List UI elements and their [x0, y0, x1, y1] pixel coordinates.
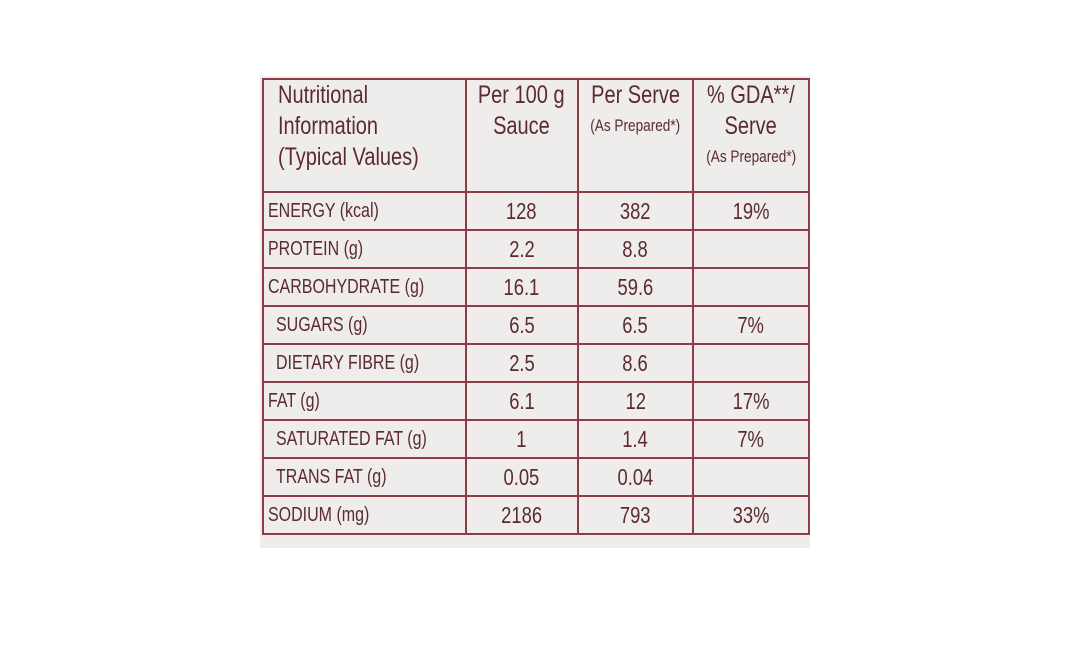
- label-background: Nutritional Information (Typical Values) Pe…: [260, 76, 810, 548]
- value: 2.5: [508, 349, 535, 376]
- value: 1: [516, 425, 527, 452]
- value: 128: [506, 197, 537, 224]
- value: 16.1: [503, 273, 540, 300]
- header-text: Sauce: [493, 112, 551, 140]
- value: 6.5: [622, 311, 649, 338]
- value: 19%: [732, 197, 770, 224]
- header-text: Per 100 g: [478, 81, 566, 109]
- table-row: DIETARY FIBRE (g) 2.5 8.6: [262, 343, 810, 383]
- nutrient-label: SODIUM (mg): [268, 503, 370, 526]
- header-text: (As Prepared*): [590, 116, 681, 135]
- table-cell: 8.8: [576, 229, 695, 269]
- value: 2186: [501, 501, 543, 528]
- table-row: SATURATED FAT (g) 1 1.4 7%: [262, 419, 810, 459]
- value: 6.5: [508, 311, 535, 338]
- table-cell: SATURATED FAT (g): [262, 419, 467, 459]
- value: 8.6: [622, 349, 649, 376]
- table-cell: SUGARS (g): [262, 305, 467, 345]
- value: 382: [620, 197, 651, 224]
- header-text: Per Serve: [590, 81, 680, 109]
- header-text: Information: [278, 112, 379, 140]
- table-cell: 7%: [692, 305, 810, 345]
- value: 17%: [732, 387, 770, 414]
- value: 7%: [737, 425, 765, 452]
- header-cell: Nutritional Information (Typical Values): [262, 78, 467, 193]
- table-cell: 19%: [692, 191, 810, 231]
- value: 6.1: [508, 387, 535, 414]
- table-cell: 128: [464, 191, 579, 231]
- table-cell: 0.04: [576, 457, 695, 497]
- header-cell: % GDA**/ Serve (As Prepared*): [692, 78, 810, 193]
- table-cell: 1: [464, 419, 579, 459]
- table-cell: SODIUM (mg): [262, 495, 467, 535]
- table-cell: 6.1: [464, 381, 579, 421]
- value: 0.04: [617, 463, 654, 490]
- table-cell: [692, 343, 810, 383]
- table-row: SUGARS (g) 6.5 6.5 7%: [262, 305, 810, 345]
- table-cell: 2186: [464, 495, 579, 535]
- value: 7%: [737, 311, 765, 338]
- table-cell: [692, 457, 810, 497]
- table-cell: 12: [576, 381, 695, 421]
- value: 1.4: [622, 425, 649, 452]
- nutrient-label: CARBOHYDRATE (g): [268, 275, 425, 298]
- table-cell: DIETARY FIBRE (g): [262, 343, 467, 383]
- value: 2.2: [508, 235, 535, 262]
- header-text: % GDA**/: [707, 81, 795, 109]
- table-row: CARBOHYDRATE (g) 16.1 59.6: [262, 267, 810, 307]
- table-cell: 16.1: [464, 267, 579, 307]
- table-cell: 33%: [692, 495, 810, 535]
- value: 33%: [732, 501, 770, 528]
- value: 0.05: [503, 463, 540, 490]
- nutrient-label: PROTEIN (g): [268, 237, 364, 260]
- table-cell: PROTEIN (g): [262, 229, 467, 269]
- header-cell: Per Serve (As Prepared*): [576, 78, 695, 193]
- table-cell: 8.6: [576, 343, 695, 383]
- value: 12: [625, 387, 646, 414]
- table-row: TRANS FAT (g) 0.05 0.04: [262, 457, 810, 497]
- table-cell: ENERGY (kcal): [262, 191, 467, 231]
- table-cell: FAT (g): [262, 381, 467, 421]
- table-cell: 6.5: [464, 305, 579, 345]
- table-cell: TRANS FAT (g): [262, 457, 467, 497]
- header-text: (Typical Values): [278, 143, 419, 171]
- table-cell: 59.6: [576, 267, 695, 307]
- header-text: Serve: [724, 112, 778, 140]
- header-text: (As Prepared*): [706, 147, 797, 166]
- nutrition-table: Nutritional Information (Typical Values) Pe…: [262, 78, 810, 535]
- table-row: PROTEIN (g) 2.2 8.8: [262, 229, 810, 269]
- header-text: Nutritional: [278, 81, 369, 109]
- table-cell: 7%: [692, 419, 810, 459]
- nutrient-label: SUGARS (g): [276, 313, 368, 336]
- table-cell: 6.5: [576, 305, 695, 345]
- table-cell: [692, 229, 810, 269]
- nutrient-label: DIETARY FIBRE (g): [276, 351, 420, 374]
- table-cell: 2.5: [464, 343, 579, 383]
- table-cell: 1.4: [576, 419, 695, 459]
- nutrient-label: TRANS FAT (g): [276, 465, 387, 488]
- nutrient-label: FAT (g): [268, 389, 320, 412]
- header-cell: Per 100 g Sauce: [464, 78, 579, 193]
- header-row: Nutritional Information (Typical Values) Pe…: [262, 78, 810, 193]
- table-cell: 0.05: [464, 457, 579, 497]
- value: 793: [620, 501, 651, 528]
- value: 8.8: [622, 235, 649, 262]
- table-cell: 382: [576, 191, 695, 231]
- table-cell: 793: [576, 495, 695, 535]
- table-cell: 17%: [692, 381, 810, 421]
- nutrient-label: SATURATED FAT (g): [276, 427, 427, 450]
- table-cell: CARBOHYDRATE (g): [262, 267, 467, 307]
- table-row: SODIUM (mg) 2186 793 33%: [262, 495, 810, 535]
- nutrient-label: ENERGY (kcal): [268, 199, 379, 222]
- table-cell: [692, 267, 810, 307]
- table-row: ENERGY (kcal) 128 382 19%: [262, 191, 810, 231]
- table-cell: 2.2: [464, 229, 579, 269]
- table-row: FAT (g) 6.1 12 17%: [262, 381, 810, 421]
- value: 59.6: [617, 273, 654, 300]
